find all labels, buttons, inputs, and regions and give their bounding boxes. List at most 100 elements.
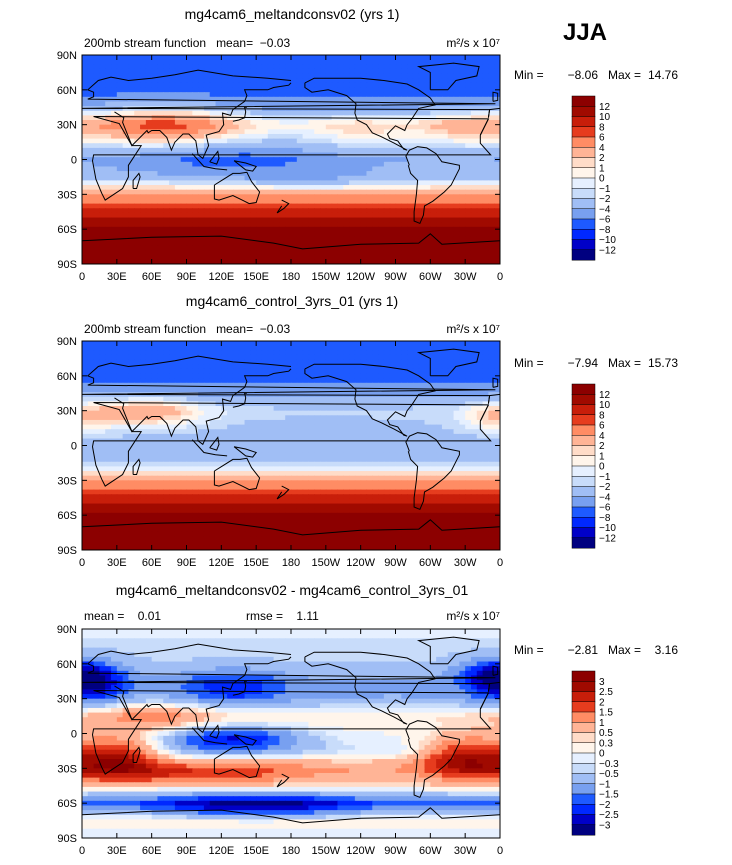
colorbar-swatch	[571, 188, 596, 199]
heatmap-cell	[331, 194, 339, 200]
heatmap-cell	[488, 64, 495, 70]
heatmap-cell	[476, 410, 484, 416]
heatmap-cell	[238, 110, 246, 116]
heatmap-cell	[174, 378, 182, 384]
heatmap-cell	[354, 236, 362, 242]
heatmap-cell	[116, 59, 124, 65]
heatmap-cell	[331, 133, 339, 140]
heatmap-cell	[203, 364, 211, 370]
heatmap-cell	[354, 231, 362, 237]
heatmap-cell	[232, 250, 240, 256]
heatmap-cell	[407, 106, 414, 112]
heatmap-cell	[256, 350, 263, 356]
heatmap-cell	[111, 396, 118, 402]
heatmap-cell	[116, 424, 124, 430]
heatmap-cell	[232, 203, 240, 209]
heatmap-cell	[459, 55, 466, 61]
colorbar-label: 0	[599, 174, 605, 185]
heatmap-cell	[145, 236, 153, 242]
heatmap-cell	[232, 157, 240, 163]
heatmap-cell	[238, 189, 246, 195]
heatmap-cell	[116, 401, 124, 407]
heatmap-cell	[111, 124, 118, 130]
heatmap-cell	[151, 387, 159, 393]
x-tick-label: 90E	[177, 271, 197, 283]
heatmap-cell	[128, 129, 135, 135]
heatmap-cell	[203, 198, 211, 205]
heatmap-cell	[441, 180, 449, 186]
heatmap-cell	[430, 189, 437, 195]
heatmap-cell	[215, 59, 222, 65]
heatmap-cell	[250, 419, 257, 426]
heatmap-cell	[174, 254, 182, 260]
heatmap-cell	[111, 443, 118, 449]
heatmap-cell	[261, 350, 269, 356]
heatmap-cell	[372, 217, 379, 223]
heatmap-cell	[244, 410, 251, 416]
heatmap-cell	[389, 189, 397, 195]
heatmap-cell	[488, 189, 495, 195]
heatmap-cell	[320, 415, 327, 421]
heatmap-cell	[314, 129, 321, 135]
heatmap-cell	[372, 133, 379, 140]
heatmap-cell	[198, 212, 205, 219]
heatmap-cell	[360, 406, 368, 412]
heatmap-cell	[140, 354, 147, 361]
heatmap-cell	[314, 166, 321, 172]
heatmap-cell	[383, 189, 391, 195]
heatmap-cell	[447, 129, 455, 135]
heatmap-cell	[180, 345, 188, 351]
heatmap-cell	[494, 68, 500, 75]
heatmap-cell	[128, 378, 135, 384]
heatmap-cell	[285, 406, 292, 412]
heatmap-cell	[87, 231, 95, 237]
heatmap-cell	[134, 240, 141, 247]
heatmap-cell	[273, 245, 280, 251]
heatmap-cell	[134, 378, 141, 384]
heatmap-cell	[238, 124, 246, 130]
heatmap-cell	[395, 368, 402, 375]
heatmap-cell	[470, 64, 478, 70]
heatmap-cell	[424, 171, 431, 177]
heatmap-cell	[354, 143, 362, 149]
heatmap-cell	[99, 368, 106, 375]
heatmap-cell	[227, 208, 234, 214]
heatmap-cell	[285, 236, 292, 242]
heatmap-cell	[134, 396, 141, 402]
heatmap-cell	[372, 359, 379, 365]
heatmap-cell	[482, 378, 489, 384]
heatmap-cell	[267, 345, 275, 351]
heatmap-cell	[209, 254, 217, 260]
heatmap-cell	[378, 198, 385, 205]
heatmap-cell	[111, 415, 118, 421]
heatmap-cell	[412, 198, 420, 205]
heatmap-cell	[93, 198, 101, 205]
heatmap-cell	[314, 354, 321, 361]
heatmap-cell	[291, 68, 298, 75]
heatmap-cell	[273, 143, 280, 149]
heatmap-cell	[82, 359, 89, 365]
heatmap-cell	[389, 198, 397, 205]
heatmap-cell	[430, 59, 437, 65]
heatmap-cell	[291, 354, 298, 361]
heatmap-cell	[331, 419, 339, 426]
heatmap-cell	[494, 368, 500, 375]
heatmap-cell	[221, 212, 228, 219]
heatmap-cell	[87, 240, 95, 247]
heatmap-cell	[267, 157, 275, 163]
heatmap-cell	[174, 443, 182, 449]
heatmap-cell	[192, 345, 199, 351]
heatmap-cell	[430, 180, 437, 186]
heatmap-cell	[122, 124, 130, 130]
heatmap-cell	[470, 259, 478, 264]
heatmap-cell	[296, 382, 304, 389]
heatmap-cell	[163, 96, 170, 103]
heatmap-cell	[354, 415, 362, 421]
heatmap-cell	[128, 226, 135, 233]
heatmap-cell	[302, 96, 310, 103]
heatmap-cell	[157, 222, 164, 228]
heatmap-cell	[441, 175, 449, 181]
heatmap-cell	[238, 424, 246, 430]
heatmap-cell	[198, 189, 205, 195]
heatmap-cell	[401, 208, 408, 214]
